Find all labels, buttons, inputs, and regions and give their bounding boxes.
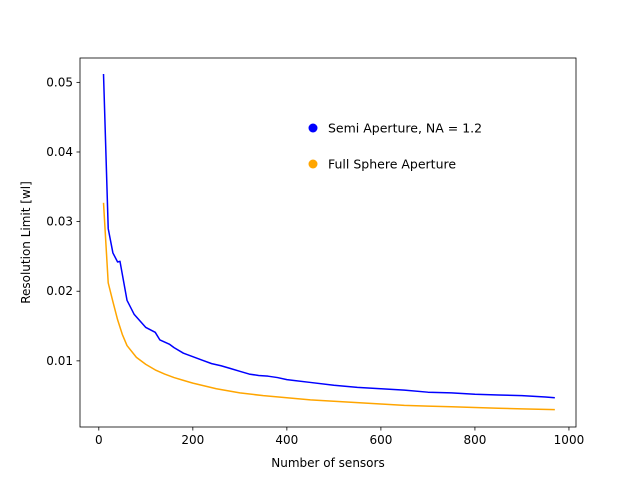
- legend: Semi Aperture, NA = 1.2 Full Sphere Apert…: [308, 121, 482, 172]
- legend-label-2: Full Sphere Aperture: [328, 157, 456, 172]
- plot-frame: [79, 57, 577, 428]
- series-line-1: [102, 73, 555, 399]
- y-tick-label: 0.03: [46, 215, 73, 229]
- x-tick-label: 1000: [554, 433, 585, 447]
- x-tick-label: 600: [369, 433, 392, 447]
- legend-marker-1: [308, 123, 318, 133]
- legend-label-1: Semi Aperture, NA = 1.2: [328, 121, 482, 136]
- y-tick-label: 0.02: [46, 284, 73, 298]
- y-tick-label: 0.04: [46, 145, 73, 159]
- x-tick-label: 0: [95, 433, 103, 447]
- axes: 0 200 400 600 800 1000 0.01 0.02 0.03 0.04 0.05: [46, 57, 585, 447]
- y-tick-label: 0.01: [46, 354, 73, 368]
- x-tick-label: 800: [463, 433, 486, 447]
- series-line-2: [102, 202, 555, 411]
- y-tick-label: 0.05: [46, 75, 73, 89]
- x-axis-label: Number of sensors: [271, 456, 384, 470]
- y-axis-label: Resolution Limit [wl]: [19, 181, 33, 304]
- x-tick-label: 400: [275, 433, 298, 447]
- x-tick-label: 200: [181, 433, 204, 447]
- series-layer: [102, 73, 555, 411]
- legend-marker-2: [308, 159, 318, 169]
